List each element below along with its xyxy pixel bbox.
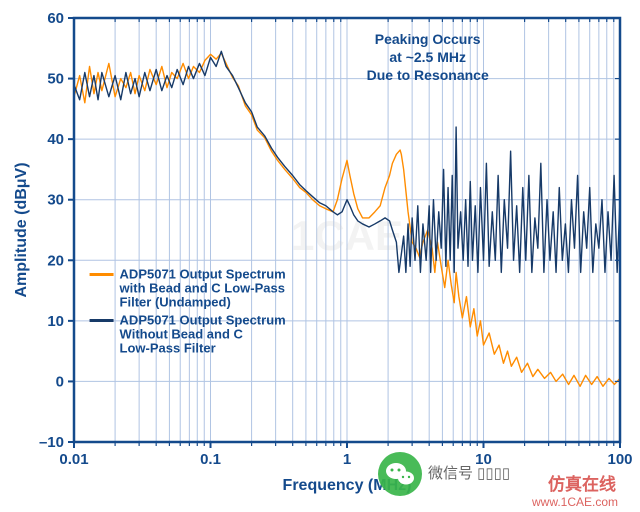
peaking-annotation: at ~2.5 MHz xyxy=(389,49,466,65)
site-name: 仿真在线 xyxy=(548,474,616,494)
x-tick-label: 0.1 xyxy=(200,451,221,468)
legend-series1: with Bead and C Low-Pass xyxy=(119,280,285,295)
x-tick-label: 1 xyxy=(343,451,351,468)
legend-series2: Without Bead and C xyxy=(120,326,244,341)
y-tick-label: 40 xyxy=(47,131,64,148)
y-tick-label: –10 xyxy=(39,434,64,451)
y-tick-label: 20 xyxy=(47,252,64,269)
y-tick-label: 50 xyxy=(47,71,64,88)
site-url: www.1CAE.com xyxy=(531,495,618,509)
peaking-annotation: Peaking Occurs xyxy=(375,31,481,47)
y-tick-label: 10 xyxy=(47,313,64,330)
legend-series1: ADP5071 Output Spectrum xyxy=(120,266,286,281)
y-tick-label: 60 xyxy=(47,10,64,27)
y-tick-label: 0 xyxy=(56,373,64,390)
wechat-label: 微信号 ▯▯▯▯ xyxy=(428,465,510,482)
x-tick-label: 100 xyxy=(607,451,632,468)
y-axis-label: Amplitude (dBμV) xyxy=(13,162,30,297)
x-tick-label: 0.01 xyxy=(59,451,88,468)
legend-series2: Low-Pass Filter xyxy=(120,340,216,355)
wechat-icon xyxy=(378,452,422,496)
legend-series1: Filter (Undamped) xyxy=(120,294,231,309)
y-tick-label: 30 xyxy=(47,192,64,209)
spectrum-chart: 1CAE0.010.1110100–100102030405060Frequen… xyxy=(0,0,640,512)
peaking-annotation: Due to Resonance xyxy=(367,67,489,83)
legend-series2: ADP5071 Output Spectrum xyxy=(120,312,286,327)
